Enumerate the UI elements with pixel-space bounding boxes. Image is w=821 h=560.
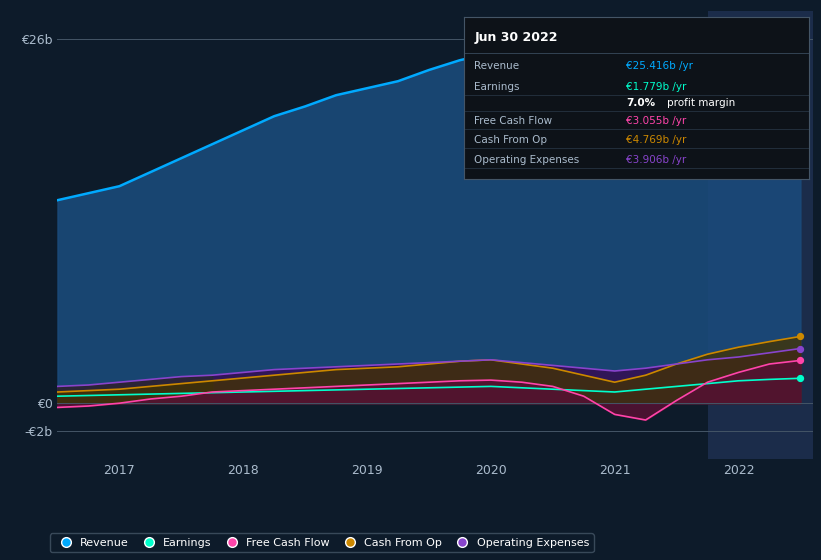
Point: [794, 344, 807, 353]
Text: €4.769b /yr: €4.769b /yr: [626, 135, 686, 145]
Text: €1.779b /yr: €1.779b /yr: [626, 82, 686, 92]
Text: 7.0%: 7.0%: [626, 98, 655, 108]
Bar: [708, 11, 813, 459]
Text: Cash From Op: Cash From Op: [475, 135, 548, 145]
Legend: Revenue, Earnings, Free Cash Flow, Cash From Op, Operating Expenses: Revenue, Earnings, Free Cash Flow, Cash …: [50, 533, 594, 552]
Text: Revenue: Revenue: [475, 60, 520, 71]
Point: [794, 374, 807, 383]
Point: [794, 43, 807, 52]
Text: €25.416b /yr: €25.416b /yr: [626, 60, 693, 71]
Text: €3.906b /yr: €3.906b /yr: [626, 155, 686, 165]
Text: Earnings: Earnings: [475, 82, 520, 92]
Point: [794, 332, 807, 341]
Text: Jun 30 2022: Jun 30 2022: [475, 31, 557, 44]
Text: Operating Expenses: Operating Expenses: [475, 155, 580, 165]
Text: €3.055b /yr: €3.055b /yr: [626, 116, 686, 126]
Point: [794, 356, 807, 365]
Text: Free Cash Flow: Free Cash Flow: [475, 116, 553, 126]
Text: profit margin: profit margin: [667, 98, 736, 108]
